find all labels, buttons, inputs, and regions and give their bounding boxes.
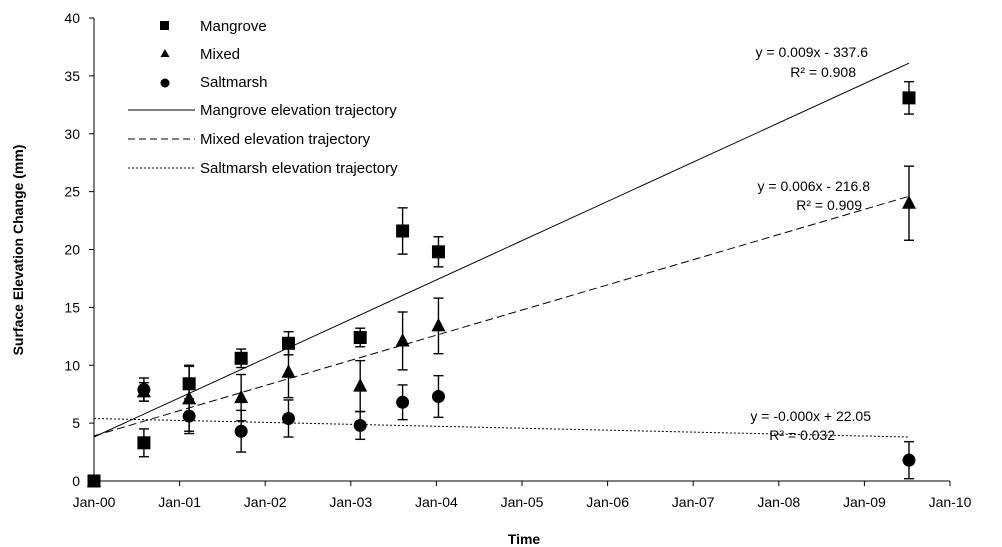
saltmarsh-equation: y = -0.000x + 22.05 <box>750 408 871 424</box>
mixed-point <box>182 390 197 405</box>
saltmarsh-point <box>431 390 445 404</box>
legend-label-mangrove: Mangrove <box>200 18 267 35</box>
mangrove-point <box>431 245 445 259</box>
x-tick-label: Jan-06 <box>586 494 629 510</box>
saltmarsh-point <box>396 395 410 409</box>
y-tick-label: 15 <box>64 299 80 315</box>
legend-label-mixed-trajectory: Mixed elevation trajectory <box>200 131 371 148</box>
mangrove-equation: y = 0.009x - 337.6 <box>756 44 869 60</box>
y-tick-label: 5 <box>72 415 80 431</box>
legend-marker-saltmarsh <box>160 78 170 88</box>
legend-marker-mangrove <box>160 21 169 30</box>
mixed-equation: y = 0.006x - 216.8 <box>758 178 871 194</box>
legend-marker-mixed <box>160 49 170 57</box>
saltmarsh-point <box>234 424 248 438</box>
mixed-r2: R² = 0.909 <box>796 197 862 213</box>
y-axis-title: Surface Elevation Change (mm) <box>10 145 26 356</box>
mixed-point <box>431 317 446 332</box>
y-tick-label: 25 <box>64 184 80 200</box>
legend-label-saltmarsh: Saltmarsh <box>200 74 268 91</box>
y-tick-label: 10 <box>64 357 80 373</box>
y-tick-label: 30 <box>64 126 80 142</box>
legend-label-mangrove-trajectory: Mangrove elevation trajectory <box>200 102 397 119</box>
mixed-point <box>395 332 410 347</box>
saltmarsh-point <box>902 453 916 467</box>
data-marks <box>87 80 916 488</box>
x-axis-title: Time <box>508 531 541 547</box>
mangrove-point <box>902 91 916 105</box>
saltmarsh-point <box>137 383 151 397</box>
saltmarsh-point <box>182 409 196 423</box>
x-tick-label: Jan-08 <box>757 494 800 510</box>
trendlines <box>93 62 910 438</box>
x-tick-label: Jan-01 <box>158 494 201 510</box>
x-tick-label: Jan-05 <box>501 494 544 510</box>
legend-label-saltmarsh-trajectory: Saltmarsh elevation trajectory <box>200 160 398 177</box>
x-tick-label: Jan-07 <box>672 494 715 510</box>
mixed-point <box>353 378 368 392</box>
mixed-point <box>901 195 916 209</box>
y-tick-label: 20 <box>64 242 80 258</box>
mangrove-point <box>234 351 248 365</box>
trendline-solid <box>93 62 910 438</box>
mangrove-point <box>137 436 151 450</box>
trendline-dashed <box>93 195 910 437</box>
x-tick-label: Jan-10 <box>929 494 972 510</box>
x-tick-label: Jan-04 <box>415 494 458 510</box>
y-tick-label: 35 <box>64 68 80 84</box>
x-tick-label: Jan-00 <box>73 494 116 510</box>
x-tick-label: Jan-03 <box>329 494 372 510</box>
saltmarsh-point <box>353 418 367 432</box>
mixed-point <box>234 389 249 404</box>
saltmarsh-r2: R² = 0.032 <box>769 427 835 443</box>
legend: Mangrove Mixed Saltmarsh Mangrove elevat… <box>128 18 398 177</box>
y-tick-label: 0 <box>72 473 80 489</box>
saltmarsh-point <box>281 411 295 425</box>
x-tick-label: Jan-09 <box>843 494 886 510</box>
trendline-equations: y = 0.009x - 337.6 R² = 0.908 y = 0.006x… <box>750 44 871 443</box>
x-tick-label: Jan-02 <box>244 494 287 510</box>
mangrove-point <box>353 330 367 344</box>
mangrove-r2: R² = 0.908 <box>790 64 856 80</box>
mixed-point <box>281 364 296 378</box>
legend-label-mixed: Mixed <box>200 46 240 63</box>
mangrove-point <box>396 224 410 238</box>
axes: 0 5 10 15 20 25 30 35 40 Jan-00 Jan-01 Jan-02 Jan-03… <box>64 10 971 510</box>
y-tick-label: 40 <box>64 10 80 26</box>
saltmarsh-point <box>87 474 101 488</box>
